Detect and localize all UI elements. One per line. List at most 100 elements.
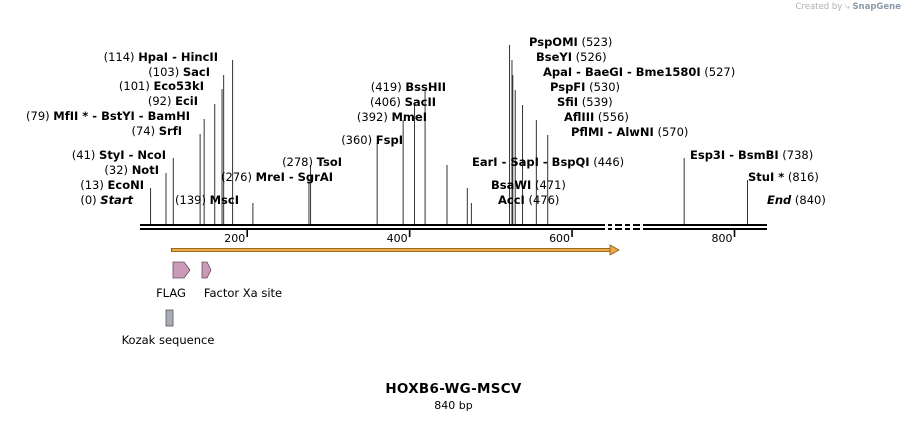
- site-position: (476): [525, 193, 560, 207]
- site-position: (74): [131, 124, 158, 138]
- site-label[interactable]: (278) TsoI: [282, 155, 342, 169]
- site-label[interactable]: AccI (476): [498, 193, 559, 207]
- site-name: PflMI - AlwNI: [571, 125, 654, 139]
- site-name: FspI: [376, 133, 403, 147]
- site-position: (816): [784, 170, 819, 184]
- site-label[interactable]: (79) MfII * - BstYI - BamHI: [26, 109, 190, 123]
- backbone-break-mark: [622, 223, 625, 231]
- tick-label: 400: [387, 232, 408, 245]
- site-label[interactable]: (92) EciI: [148, 94, 198, 108]
- site-position: (570): [654, 125, 689, 139]
- site-position: (139): [175, 193, 210, 207]
- site-label[interactable]: (139) MscI: [175, 193, 239, 207]
- site-label[interactable]: (114) HpaI - HincII: [104, 50, 218, 64]
- tick-label: 600: [549, 232, 570, 245]
- backbone-break-mark: [630, 223, 633, 231]
- site-position: (840): [791, 193, 826, 207]
- feature-label-kozak: Kozak sequence: [122, 333, 215, 347]
- site-position: (406): [370, 95, 405, 109]
- site-name: MreI - SgrAI: [256, 170, 333, 184]
- site-name: MfII * - BstYI - BamHI: [53, 109, 190, 123]
- site-position: (92): [148, 94, 175, 108]
- site-position: (539): [578, 95, 613, 109]
- site-label[interactable]: BsaWI (471): [491, 178, 566, 192]
- site-name: StyI - NcoI: [99, 148, 166, 162]
- site-position: (0): [80, 193, 100, 207]
- site-name: SrfI: [159, 124, 182, 138]
- site-label[interactable]: (360) FspI: [341, 133, 403, 147]
- site-position: (527): [701, 65, 736, 79]
- site-label[interactable]: (103) SacI: [148, 65, 210, 79]
- site-label[interactable]: AflIII (556): [564, 110, 629, 124]
- site-name: Start: [100, 193, 133, 207]
- site-name: Eco53kI: [153, 79, 204, 93]
- site-name: NotI: [132, 163, 159, 177]
- map-title-block: HOXB6-WG-MSCV 840 bp: [0, 381, 907, 412]
- site-name: SacII: [405, 95, 436, 109]
- site-labels: (0) Start(13) EcoNI(32) NotI(41) StyI - …: [26, 35, 826, 207]
- site-label[interactable]: (419) BssHII: [371, 80, 446, 94]
- tick-label: 800: [712, 232, 733, 245]
- site-label[interactable]: (392) MmeI: [357, 110, 427, 124]
- site-label[interactable]: PflMI - AlwNI (570): [571, 125, 688, 139]
- site-label[interactable]: Esp3I - BsmBI (738): [690, 148, 813, 162]
- site-position: (446): [590, 155, 625, 169]
- site-name: AccI: [498, 193, 525, 207]
- site-position: (419): [371, 80, 406, 94]
- snapgene-logo-icon: ⤷: [844, 2, 850, 12]
- site-leader-lines: [150, 45, 749, 224]
- site-position: (41): [72, 148, 99, 162]
- site-name: StuI *: [748, 170, 784, 184]
- site-name: SacI: [183, 65, 210, 79]
- site-name: TsoI: [317, 155, 342, 169]
- site-name: MscI: [210, 193, 239, 207]
- site-label[interactable]: (406) SacII: [370, 95, 436, 109]
- site-position: (738): [779, 148, 814, 162]
- site-position: (392): [357, 110, 392, 124]
- site-label[interactable]: (74) SrfI: [131, 124, 182, 138]
- site-label[interactable]: SfiI (539): [557, 95, 613, 109]
- site-label[interactable]: BseYI (526): [536, 50, 607, 64]
- site-label[interactable]: (101) Eco53kI: [119, 79, 204, 93]
- site-name: BseYI: [536, 50, 572, 64]
- ruler-ticks: 200 400 600 800: [224, 228, 736, 245]
- site-name: EciI: [175, 94, 198, 108]
- site-position: (523): [578, 35, 613, 49]
- site-position: (101): [119, 79, 154, 93]
- site-name: MmeI: [391, 110, 427, 124]
- orf-arrow[interactable]: [171, 244, 620, 256]
- credit-brand: SnapGene: [852, 2, 901, 12]
- site-label[interactable]: StuI * (816): [748, 170, 819, 184]
- site-name: BsaWI: [491, 178, 531, 192]
- site-label[interactable]: (0) Start: [80, 193, 133, 207]
- backbone-break-mark: [605, 223, 608, 231]
- flag-feature-arrow[interactable]: [172, 261, 191, 279]
- site-name: EarI - SapI - BspQI: [472, 155, 590, 169]
- site-label[interactable]: ApaI - BaeGI - Bme1580I (527): [543, 65, 735, 79]
- tick-label: 200: [224, 232, 245, 245]
- site-label[interactable]: (41) StyI - NcoI: [72, 148, 166, 162]
- site-label[interactable]: (13) EcoNI: [80, 178, 144, 192]
- site-label[interactable]: PspFI (530): [550, 80, 620, 94]
- site-label[interactable]: End (840): [767, 193, 826, 207]
- backbone-break-mark: [612, 223, 615, 231]
- backbone-break-mark: [640, 223, 643, 231]
- kozak-feature-box[interactable]: [165, 309, 174, 327]
- site-label[interactable]: EarI - SapI - BspQI (446): [472, 155, 624, 169]
- site-name: PspFI: [550, 80, 585, 94]
- snapgene-credit: Created by ⤷ SnapGene: [795, 2, 901, 12]
- sequence-backbone: [140, 223, 767, 231]
- site-position: (360): [341, 133, 376, 147]
- site-position: (278): [282, 155, 317, 169]
- site-position: (13): [80, 178, 107, 192]
- factor-xa-feature-arrow[interactable]: [201, 261, 212, 279]
- site-label[interactable]: (276) MreI - SgrAI: [221, 170, 333, 184]
- site-label[interactable]: PspOMI (523): [529, 35, 612, 49]
- site-position: (114): [104, 50, 139, 64]
- site-name: HpaI - HincII: [138, 50, 218, 64]
- site-position: (556): [594, 110, 629, 124]
- site-position: (526): [572, 50, 607, 64]
- site-position: (471): [531, 178, 566, 192]
- site-name: End: [767, 193, 792, 207]
- site-label[interactable]: (32) NotI: [104, 163, 159, 177]
